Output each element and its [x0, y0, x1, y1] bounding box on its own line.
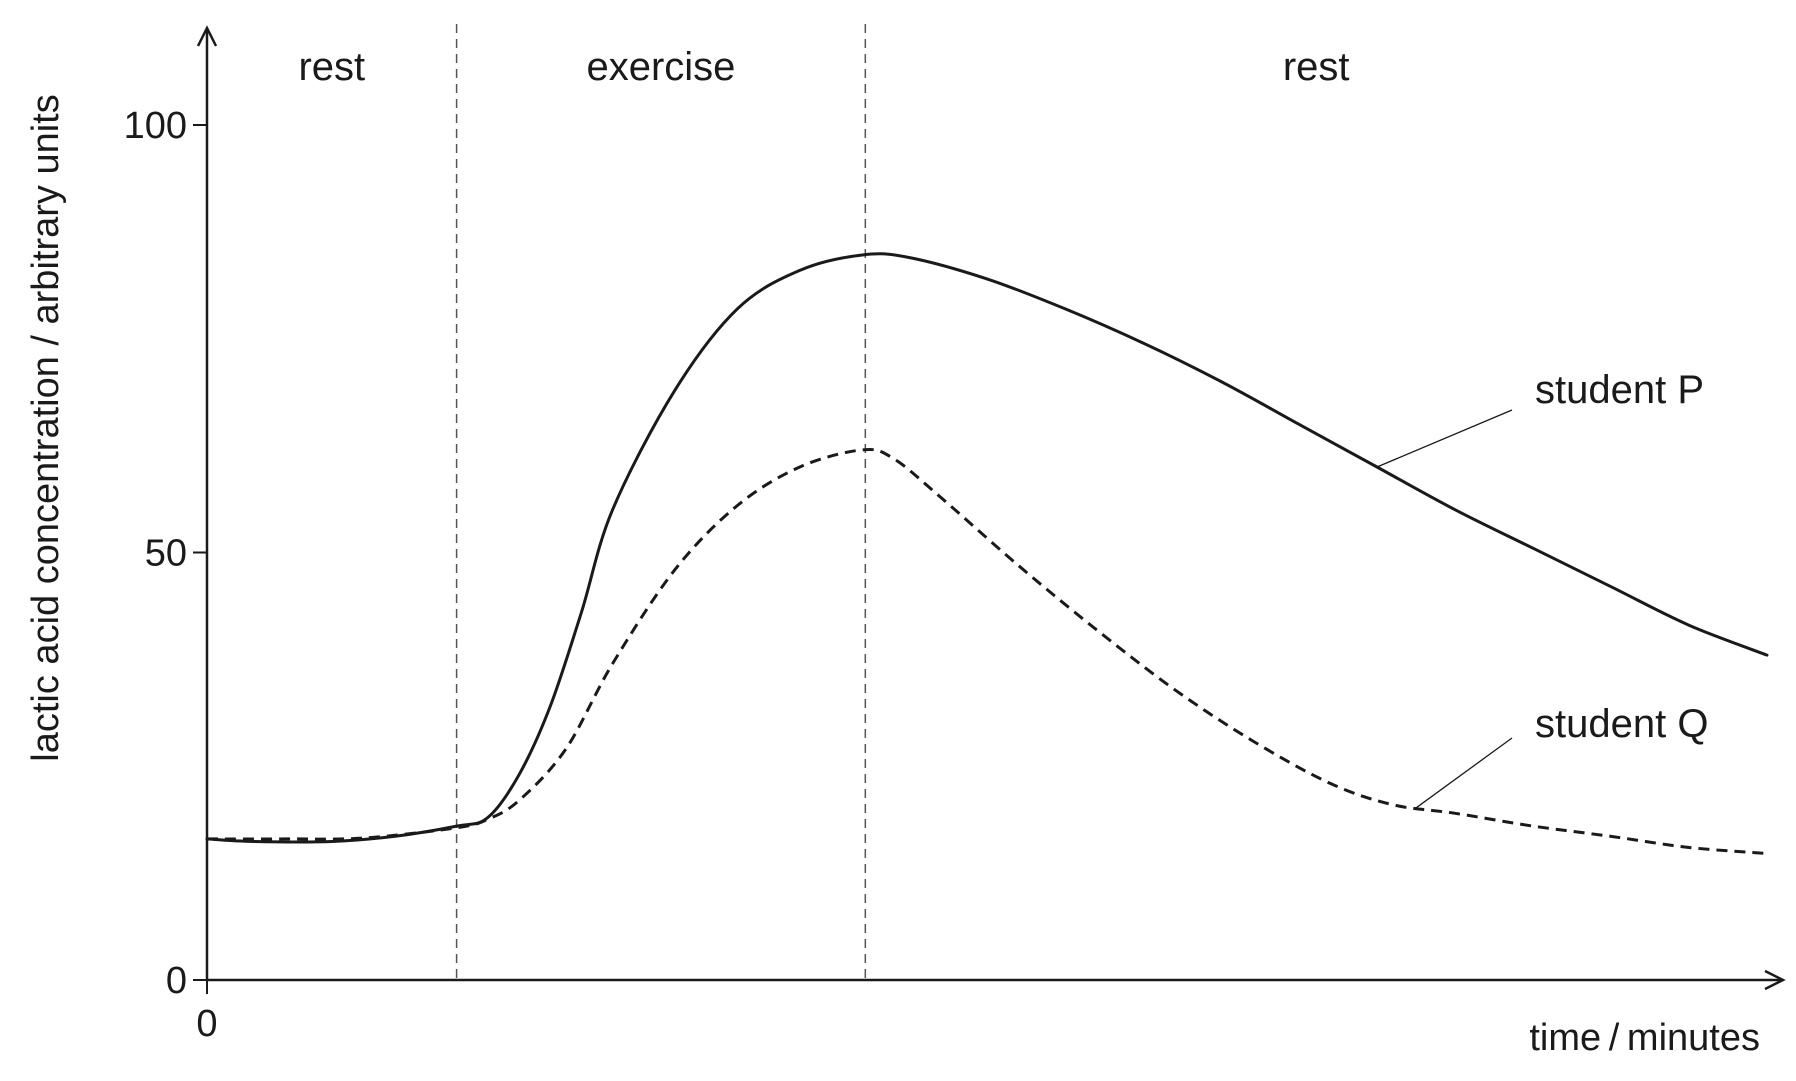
x-axis-title: time / minutes: [1529, 1017, 1760, 1059]
y-axis-ticks: 0 50 100: [124, 105, 207, 1002]
y-tick-label: 0: [166, 960, 187, 1002]
series-label-student-p: student P: [1535, 368, 1704, 412]
phase-label: rest: [298, 45, 365, 89]
y-axis-title: lactic acid concentration / arbitrary un…: [25, 94, 67, 761]
phase-label: exercise: [586, 45, 735, 89]
series-label-student-q: student Q: [1535, 702, 1708, 746]
phase-boundaries: [455, 24, 867, 980]
series-leader-lines: [1376, 409, 1513, 809]
series-labels: student P student Q: [1535, 368, 1708, 746]
axes: [196, 25, 1786, 991]
series-line-student-p: [205, 252, 1769, 844]
leader-line: [1376, 409, 1513, 468]
y-tick-label: 50: [145, 533, 187, 575]
series-line-student-q: [206, 448, 1768, 855]
phase-labels: rest exercise rest: [298, 45, 1349, 89]
series-lines: [205, 252, 1769, 855]
y-axis-arrowhead: [196, 25, 218, 47]
leader-line: [1415, 737, 1513, 809]
x-axis-ticks: 0: [196, 980, 218, 1045]
x-tick-label: 0: [196, 1003, 217, 1045]
y-tick-label: 100: [124, 105, 187, 147]
phase-label: rest: [1283, 45, 1350, 89]
x-axis-arrowhead: [1764, 969, 1786, 991]
